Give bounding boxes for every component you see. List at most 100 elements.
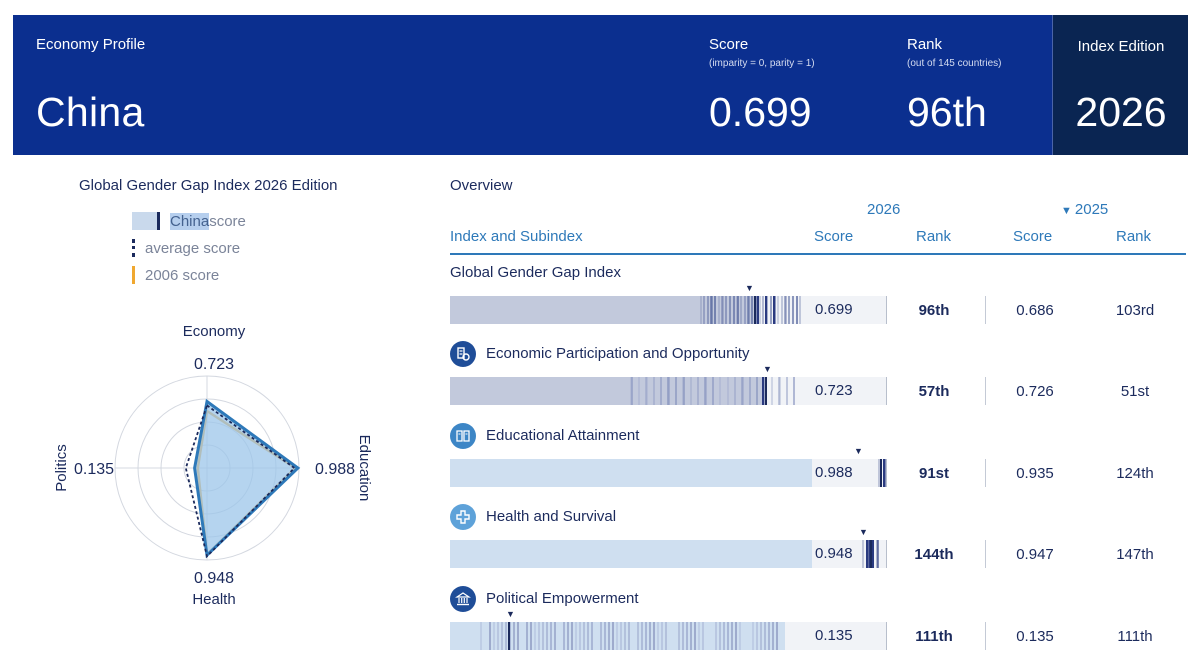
distribution-tick — [660, 377, 662, 405]
distribution-tick — [661, 622, 663, 650]
legend-average-mark — [132, 239, 135, 257]
column-divider — [985, 622, 986, 650]
distribution-tick — [866, 540, 868, 568]
distribution-tick — [711, 296, 713, 324]
distribution-tick — [715, 622, 717, 650]
distribution-tick — [501, 622, 503, 650]
distribution-tick — [760, 622, 762, 650]
row-prev-score: 0.135 — [1016, 628, 1054, 645]
distribution-tick — [747, 296, 749, 324]
row-rank: 57th — [918, 383, 950, 400]
distribution-tick — [505, 622, 507, 650]
distribution-tick — [883, 459, 885, 487]
distribution-tick — [725, 296, 727, 324]
header-prev-score: Score — [1013, 228, 1053, 245]
legend-china-swatch — [132, 212, 160, 230]
score-bar — [450, 459, 887, 487]
distribution-tick — [616, 622, 618, 650]
column-divider — [985, 459, 986, 487]
distribution-tick — [740, 296, 742, 324]
health-cross-icon — [450, 504, 476, 530]
distribution-tick — [779, 377, 781, 405]
distribution-tick — [771, 377, 773, 405]
distribution-tick — [885, 459, 886, 487]
distribution-tick — [762, 296, 764, 324]
distribution-tick — [733, 296, 735, 324]
header-rule — [450, 253, 1186, 255]
distribution-tick — [749, 377, 751, 405]
row-label: Educational Attainment — [486, 427, 640, 444]
government-building-icon — [450, 586, 476, 612]
distribution-tick — [480, 622, 482, 650]
distribution-tick — [645, 622, 647, 650]
index-edition-box[interactable]: Index Edition 2026 — [1052, 15, 1188, 155]
score-bar — [450, 622, 887, 650]
score-marker-icon: ▼ — [506, 609, 515, 619]
row-prev-rank: 147th — [1116, 546, 1154, 563]
distribution-tick — [702, 622, 704, 650]
economy-icon — [450, 341, 476, 367]
distribution-tick — [707, 296, 709, 324]
country-score-line — [765, 377, 767, 405]
legend-china-rest: score — [209, 212, 246, 230]
radar-axis-health-value: 0.948 — [194, 570, 234, 587]
distribution-tick — [571, 622, 573, 650]
column-divider — [985, 296, 986, 324]
distribution-tick — [542, 622, 544, 650]
distribution-tick — [862, 540, 864, 568]
distribution-tick — [764, 622, 766, 650]
score-bar-fill — [450, 459, 812, 487]
distribution-tick — [755, 296, 757, 324]
distribution-tick — [739, 622, 741, 650]
distribution-tick — [735, 622, 737, 650]
distribution-tick — [694, 622, 696, 650]
score-bar — [450, 296, 887, 324]
profile-label: Economy Profile — [36, 36, 146, 53]
rank-value: 96th — [907, 89, 987, 135]
score-marker-icon: ▼ — [745, 283, 754, 293]
distribution-tick — [877, 540, 879, 568]
distribution-tick — [517, 622, 519, 650]
row-label: Global Gender Gap Index — [450, 264, 621, 281]
header-index: Index and Subindex — [450, 228, 583, 245]
header-prev-rank: Rank — [1116, 228, 1152, 245]
radar-china-polygon — [193, 398, 301, 559]
distribution-tick — [678, 622, 680, 650]
distribution-tick — [741, 377, 743, 405]
edition-value: 2026 — [1075, 89, 1167, 135]
distribution-tick — [624, 622, 626, 650]
distribution-tick — [697, 377, 699, 405]
legend-2006-score: 2006 score — [132, 266, 219, 284]
distribution-tick — [748, 296, 750, 324]
distribution-tick — [721, 296, 723, 324]
distribution-tick — [784, 296, 786, 324]
distribution-tick — [587, 622, 589, 650]
distribution-tick — [686, 622, 688, 650]
radar-axis-economy-value: 0.723 — [194, 356, 234, 373]
distribution-tick — [637, 622, 639, 650]
country-score-line — [508, 622, 510, 650]
radar-chart: Economy 0.723 0.988 Education 0.948 Heal… — [53, 323, 373, 608]
distribution-tick — [736, 296, 738, 324]
distribution-tick — [600, 622, 602, 650]
score-marker-icon: ▼ — [854, 446, 863, 456]
header-score: Score — [814, 228, 854, 245]
distribution-tick — [799, 296, 801, 324]
year-previous-selector[interactable]: ▼ 2025 — [1061, 201, 1108, 218]
distribution-tick — [756, 622, 758, 650]
distribution-tick — [876, 540, 878, 568]
legend-china-word: China — [170, 212, 210, 230]
distribution-tick — [765, 296, 767, 324]
distribution-tick — [756, 377, 758, 405]
distribution-tick — [759, 296, 761, 324]
score-bar-fill — [450, 377, 765, 405]
score-marker-icon: ▼ — [763, 364, 772, 374]
radar-average-polygon — [184, 403, 296, 559]
row-prev-rank: 111th — [1117, 628, 1153, 645]
distribution-tick — [567, 622, 569, 650]
distribution-tick — [631, 377, 633, 405]
score-bar — [450, 540, 887, 568]
radar-axis-education-label: Education — [356, 435, 373, 502]
book-icon — [450, 423, 476, 449]
score-label: Score — [709, 36, 749, 53]
